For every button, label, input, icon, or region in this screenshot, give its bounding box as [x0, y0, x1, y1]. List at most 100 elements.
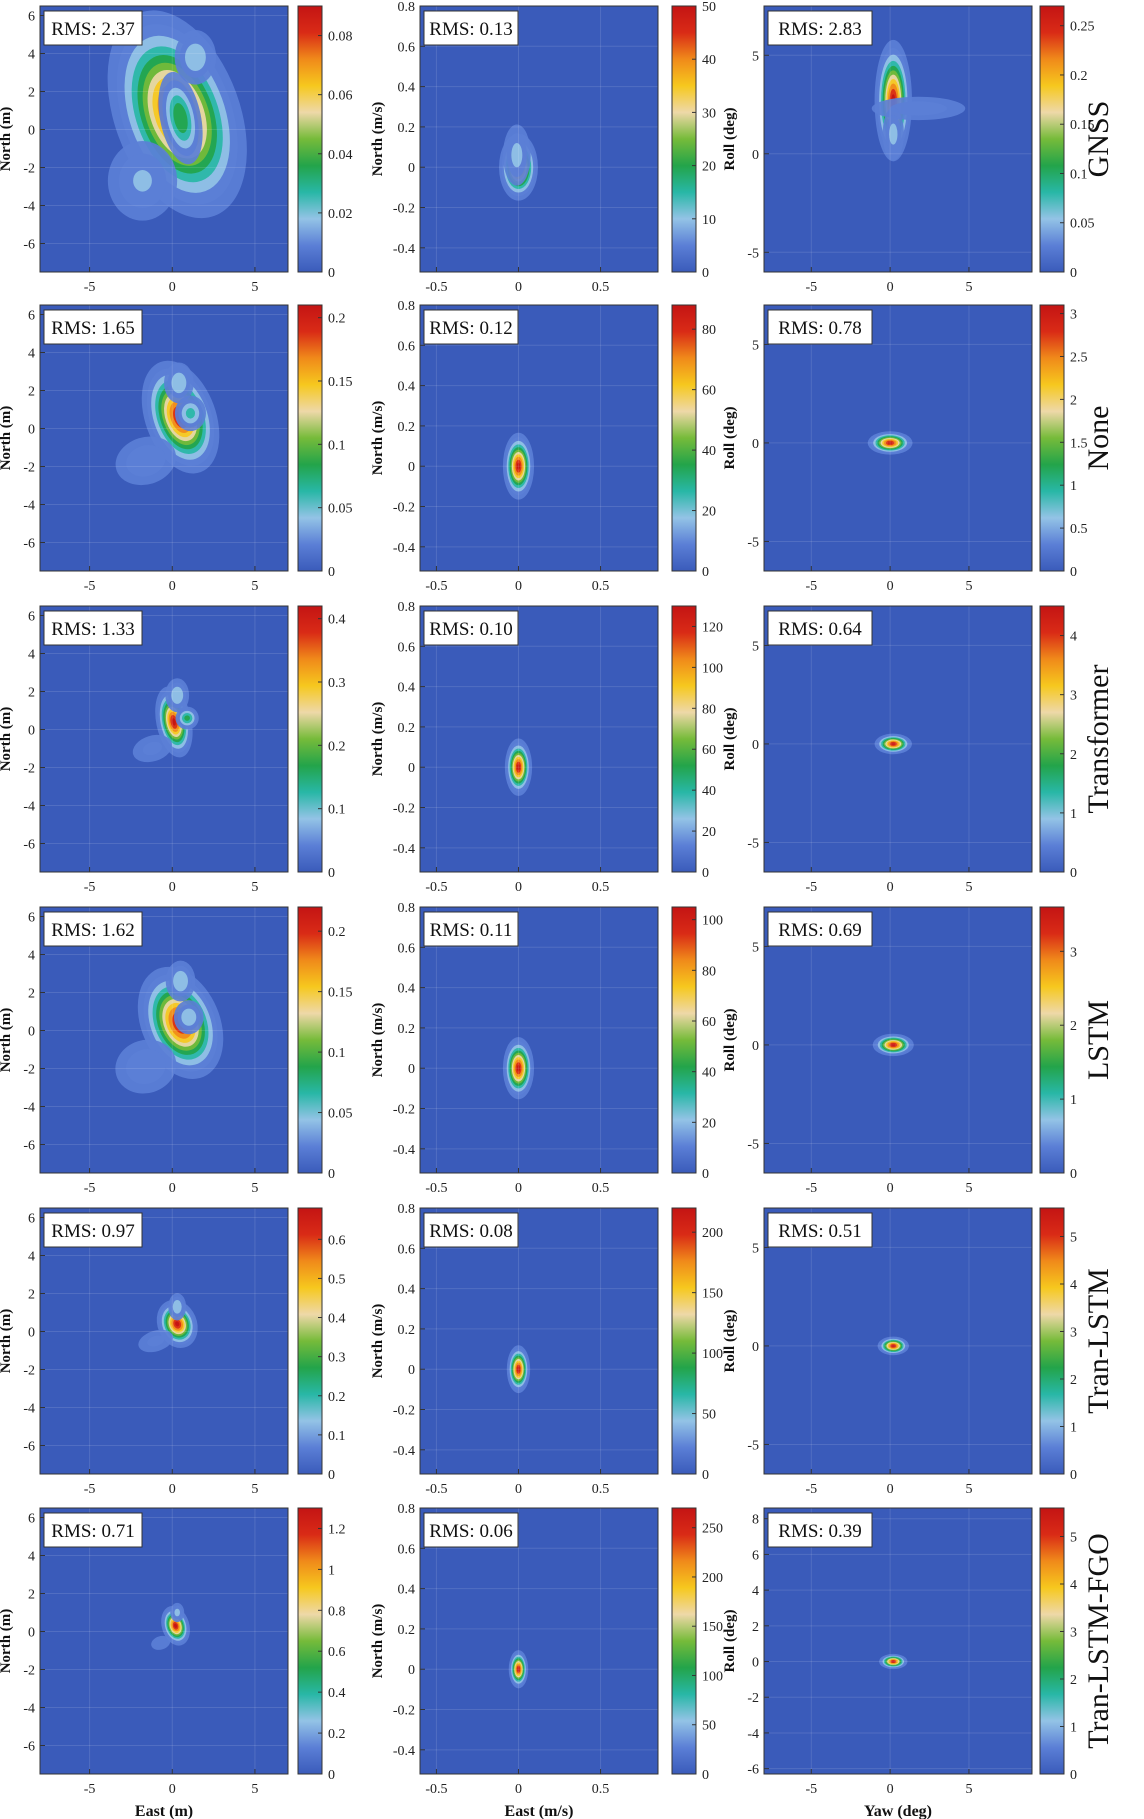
y-tick-label: 0	[408, 161, 415, 176]
x-tick-label: -5	[805, 579, 817, 594]
y-tick-label: 8	[752, 1513, 759, 1528]
plot-background	[420, 1208, 658, 1474]
colorbar-tick-label: 0.2	[1070, 69, 1088, 84]
y-tick-label: 0	[752, 1656, 759, 1671]
colorbar-tick-label: 0	[1070, 866, 1077, 881]
y-tick-label: 4	[28, 347, 35, 362]
y-tick-label: -4	[747, 1727, 759, 1742]
colorbar	[671, 1507, 697, 1775]
rms-box	[43, 1212, 143, 1248]
panel-tran-lstm-fgo-velocity: -0.5 0 0.5 0.8 0.6 0.4 0.2 0 -0.2 -0.4 North (m/s)…	[370, 1502, 723, 1819]
y-tick-label: -6	[23, 537, 35, 552]
colorbar-tick-label: 0	[1070, 1167, 1077, 1182]
colorbar-tick-label: 0.4	[328, 1312, 346, 1327]
panel-gnss-velocity: -0.5 0 0.5 0.8 0.6 0.4 0.2 0 -0.2 -0.4 North (m/s)…	[370, 0, 716, 295]
colorbar-tick-label: 0.05	[328, 502, 353, 517]
colorbar-tick-label: 1	[1070, 1421, 1077, 1436]
colorbar-tick-label: 0.06	[328, 89, 353, 104]
colorbar-tick-label: 20	[702, 1116, 716, 1131]
colorbar	[1039, 304, 1065, 572]
row-label: Tran-LSTM	[1082, 1268, 1115, 1414]
colorbar-tick-label: 0	[328, 1768, 335, 1783]
y-tick-label: -4	[23, 1402, 35, 1417]
density-contour-level	[889, 123, 898, 145]
y-tick-label: 0	[28, 724, 35, 739]
colorbar-tick-label: 1	[1070, 1093, 1077, 1108]
y-tick-label: 0	[28, 1626, 35, 1641]
rms-box	[767, 309, 873, 345]
y-tick-label: -2	[23, 1364, 35, 1379]
y-axis-label: Roll (deg)	[722, 1610, 738, 1673]
y-tick-label: -5	[747, 535, 759, 550]
y-tick-label: 0.4	[398, 982, 416, 997]
y-tick-label: 0.2	[398, 721, 416, 736]
colorbar	[297, 304, 323, 572]
colorbar-tick-label: 40	[702, 784, 716, 799]
y-tick-label: 2	[28, 385, 35, 400]
colorbar-tick-label: 0.15	[328, 986, 353, 1001]
y-tick-label: 5	[752, 49, 759, 64]
x-tick-label: -5	[84, 579, 96, 594]
y-tick-label: -4	[23, 1702, 35, 1717]
y-tick-label: 2	[28, 686, 35, 701]
colorbar-tick-label: 1.2	[328, 1522, 346, 1537]
colorbar-tick-label: 3	[1070, 1326, 1077, 1341]
plot-frame	[763, 1507, 1033, 1775]
colorbar-tick-label: 1	[1070, 479, 1077, 494]
colorbar-tick-label: 120	[702, 620, 723, 635]
density-contour-level	[516, 1064, 521, 1072]
y-tick-label: 4	[28, 949, 35, 964]
y-tick-label: 4	[28, 648, 35, 663]
plot-frame	[763, 906, 1033, 1174]
colorbar-tick-label: 30	[702, 106, 716, 121]
colorbar-tick-label: 0	[328, 565, 335, 580]
y-tick-label: 0.4	[398, 81, 416, 96]
y-tick-label: 0.4	[398, 1583, 416, 1598]
colorbar-tick-label: 40	[702, 444, 716, 459]
colorbar	[671, 304, 697, 572]
y-tick-label: 0	[408, 1363, 415, 1378]
y-tick-label: 6	[28, 10, 35, 25]
y-tick-label: -4	[23, 499, 35, 514]
x-tick-label: 5	[251, 880, 258, 895]
y-tick-label: 5	[752, 639, 759, 654]
density-contour-level	[185, 408, 196, 419]
density-contours	[115, 960, 224, 1094]
colorbar-tick-label: 0.08	[328, 30, 353, 45]
y-tick-label: -0.4	[393, 1143, 415, 1158]
rms-box	[423, 911, 519, 947]
panel-transformer-attitude: -5 0 5 5 0 -5 Roll (deg) RMS: 0.64 0 1 2 3 4 Transfor…	[722, 605, 1115, 895]
plot-frame	[763, 1207, 1033, 1475]
density-contour-level	[171, 686, 184, 704]
y-tick-label: 0	[28, 1025, 35, 1040]
x-tick-label: 0.5	[592, 1482, 610, 1497]
colorbar-tick-label: 0.05	[1070, 217, 1095, 232]
rms-label: RMS: 2.37	[51, 19, 134, 40]
colorbar-tick-label: 0	[1070, 266, 1077, 281]
colorbar	[1039, 1507, 1065, 1775]
x-tick-label: -5	[84, 1482, 96, 1497]
rms-label: RMS: 0.69	[778, 920, 861, 941]
colorbar-tick-label: 0.1	[328, 438, 346, 453]
colorbar-tick-label: 0	[702, 866, 709, 881]
plot-frame	[763, 605, 1033, 873]
density-contours	[872, 1033, 914, 1057]
colorbar-tick-label: 20	[702, 160, 716, 175]
y-axis-label: North (m)	[0, 707, 14, 772]
density-contour-level	[173, 103, 188, 134]
colorbar-tick-label: 40	[702, 53, 716, 68]
x-tick-label: 5	[251, 280, 258, 295]
colorbar	[671, 906, 697, 1174]
y-tick-label: -6	[23, 1440, 35, 1455]
colorbar-tick-label: 0	[328, 1468, 335, 1483]
y-tick-label: 0.4	[398, 380, 416, 395]
x-tick-label: 0	[169, 1181, 176, 1196]
y-axis-label: North (m)	[0, 1008, 14, 1073]
colorbar-tick-label: 5	[1070, 1531, 1077, 1546]
y-axis-label: North (m/s)	[370, 702, 386, 777]
y-tick-label: -6	[23, 1139, 35, 1154]
panel-gnss-attitude: -5 0 5 5 0 -5 Roll (deg) RMS: 2.83 0 0.05 0.1 0.15 0…	[722, 5, 1115, 295]
y-tick-label: -0.2	[393, 802, 415, 817]
y-tick-label: -5	[747, 1438, 759, 1453]
rms-box	[43, 1512, 143, 1548]
